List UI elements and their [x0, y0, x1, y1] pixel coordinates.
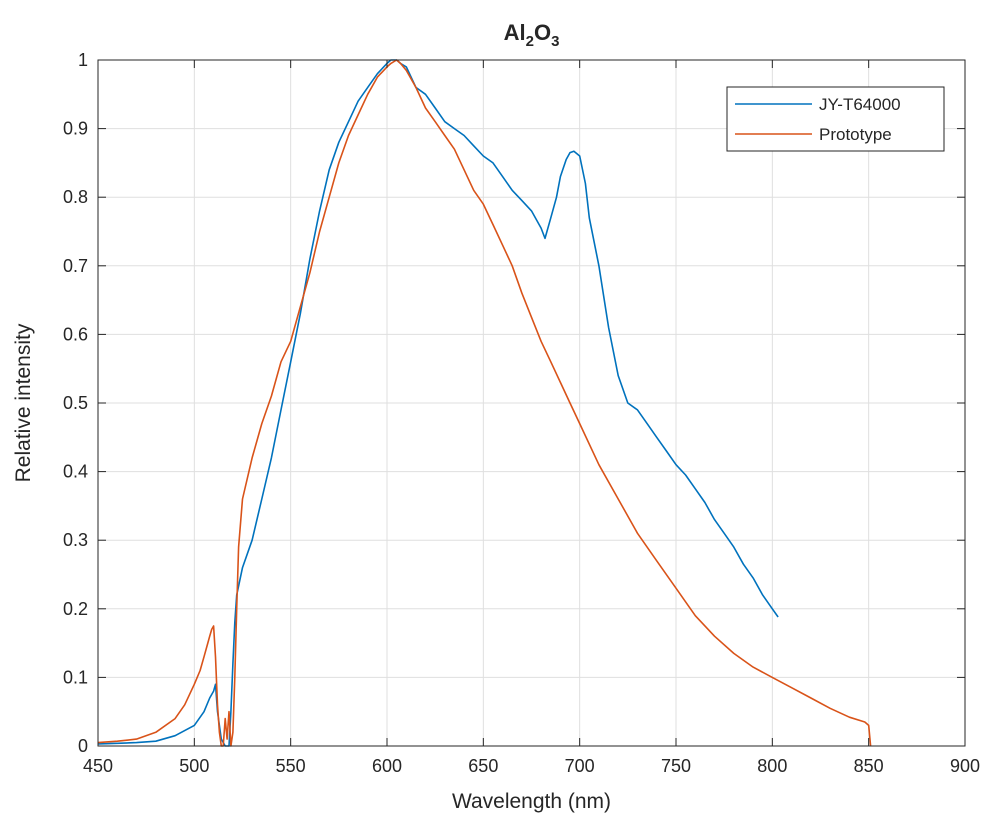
series-layer	[97, 59, 872, 747]
x-tick-label: 900	[950, 756, 980, 776]
x-tick-label: 650	[468, 756, 498, 776]
series-line-prototype	[97, 59, 872, 747]
tick-labels: 450 500 550 600 650 700 750 800 850 900 0 0.1 0.2 0.3…	[63, 50, 980, 776]
x-tick-label: 800	[757, 756, 787, 776]
x-axis-label: Wavelength (nm)	[452, 790, 611, 813]
y-tick-label: 0.4	[63, 462, 88, 482]
x-tick-label: 500	[179, 756, 209, 776]
x-tick-label: 450	[83, 756, 113, 776]
y-tick-label: 0.1	[63, 667, 88, 687]
y-tick-label: 0.9	[63, 119, 88, 139]
title-subscript-2: 3	[551, 33, 559, 50]
y-tick-label: 1	[78, 50, 88, 70]
legend-label-jy-t64000: JY-T64000	[819, 95, 901, 114]
legend-box	[726, 86, 945, 152]
x-tick-label: 750	[661, 756, 691, 776]
ticks	[97, 59, 966, 747]
legend: JY-T64000 Prototype	[726, 86, 945, 152]
x-tick-label: 550	[276, 756, 306, 776]
x-tick-label: 700	[565, 756, 595, 776]
y-tick-label: 0.6	[63, 324, 88, 344]
chart-title: Al2O3	[504, 20, 560, 50]
y-tick-label: 0.2	[63, 599, 88, 619]
y-tick-label: 0.3	[63, 530, 88, 550]
grid	[97, 59, 966, 747]
title-subscript-1: 2	[526, 33, 534, 50]
legend-label-prototype: Prototype	[819, 125, 892, 144]
x-tick-label: 600	[372, 756, 402, 776]
title-part-mid: O	[534, 20, 551, 45]
title-part-base: Al	[504, 20, 526, 45]
y-axis-label: Relative intensity	[12, 323, 35, 482]
y-tick-label: 0	[78, 736, 88, 756]
y-tick-label: 0.5	[63, 393, 88, 413]
x-tick-label: 850	[854, 756, 884, 776]
y-tick-label: 0.7	[63, 256, 88, 276]
y-tick-label: 0.8	[63, 187, 88, 207]
